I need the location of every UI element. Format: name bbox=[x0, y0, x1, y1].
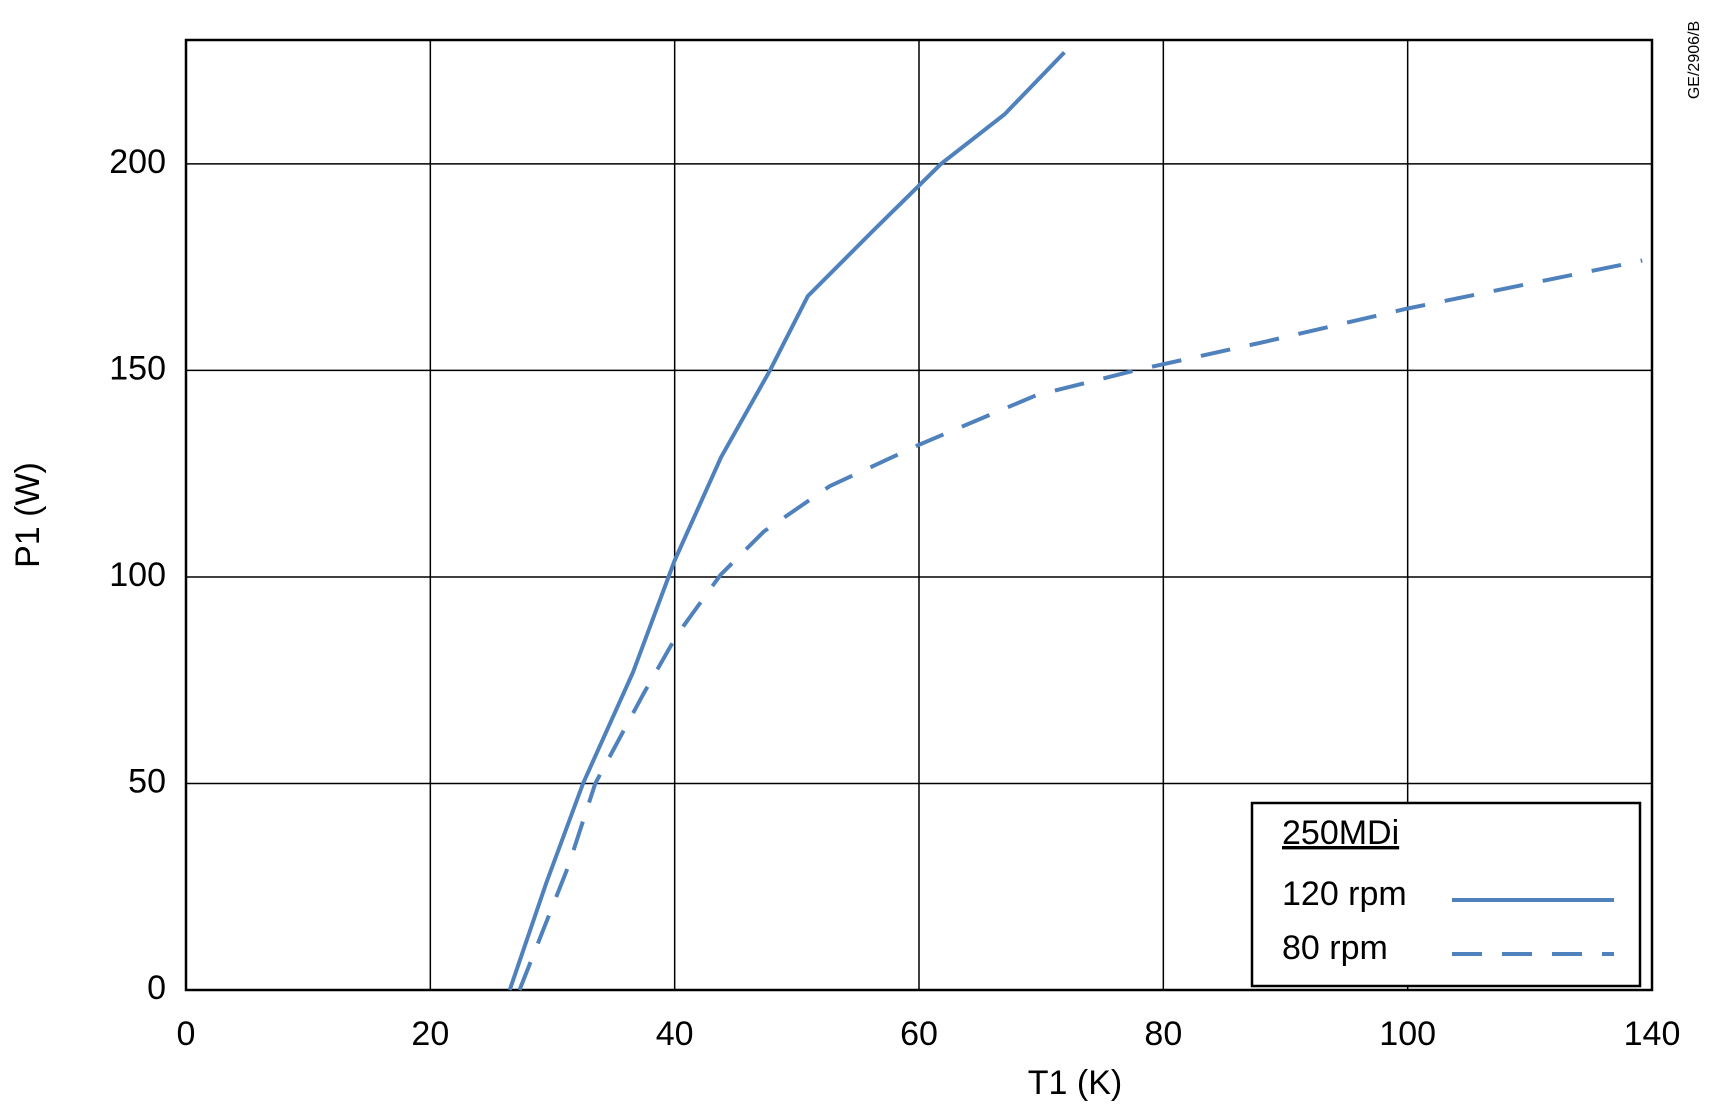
x-tick-label: 40 bbox=[656, 1015, 694, 1053]
legend-label: 80 rpm bbox=[1282, 929, 1388, 967]
plot-frame bbox=[184, 38, 1654, 992]
y-tick-label: 50 bbox=[128, 762, 166, 800]
x-tick-label: 80 bbox=[1144, 1015, 1182, 1053]
side-note: GE/2906/B bbox=[1686, 21, 1703, 99]
y-tick-label: 100 bbox=[109, 556, 166, 594]
legend-label: 120 rpm bbox=[1282, 875, 1407, 913]
x-axis-label: T1 (K) bbox=[1028, 1064, 1122, 1102]
legend-box bbox=[1250, 801, 1642, 988]
line-series bbox=[507, 51, 1066, 991]
x-tick-label: 100 bbox=[1379, 1015, 1436, 1053]
y-tick-label: 200 bbox=[109, 143, 166, 181]
legend-title: 250MDi bbox=[1282, 814, 1399, 852]
x-tick-label: 20 bbox=[411, 1015, 449, 1053]
x-tick-label: 60 bbox=[900, 1015, 938, 1053]
x-tick-label: 140 bbox=[1624, 1015, 1681, 1053]
y-axis-label: P1 (W) bbox=[9, 462, 47, 568]
y-tick-label: 0 bbox=[147, 969, 166, 1007]
line-series bbox=[517, 258, 1643, 991]
x-tick-label: 0 bbox=[177, 1015, 196, 1053]
y-tick-label: 150 bbox=[109, 349, 166, 387]
